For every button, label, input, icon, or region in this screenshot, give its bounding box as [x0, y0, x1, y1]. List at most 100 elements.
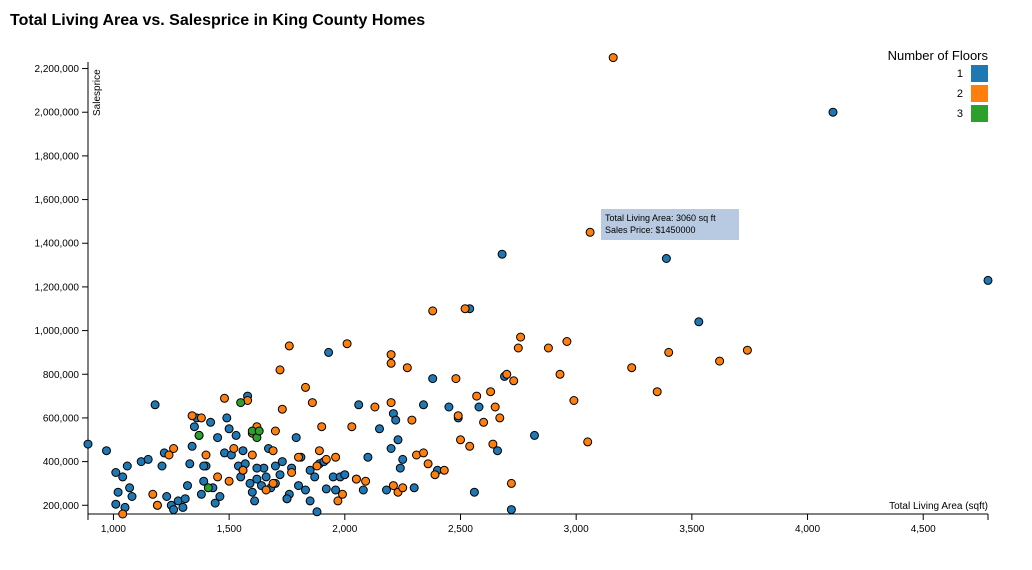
data-point-floors-2 — [118, 509, 128, 519]
data-point-floors-1 — [125, 483, 135, 493]
data-point-floors-1 — [187, 441, 197, 451]
data-point-floors-1 — [506, 505, 516, 515]
data-point-floors-2 — [506, 478, 516, 488]
data-point-floors-2 — [555, 369, 565, 379]
data-point-floors-2 — [220, 393, 229, 403]
data-point-floors-1 — [143, 454, 153, 464]
tooltip-line-2: Sales Price: $1450000 — [605, 225, 696, 235]
data-point-floors-1 — [661, 254, 671, 263]
data-point-floors-2 — [301, 382, 310, 392]
data-point-floors-1 — [294, 481, 303, 491]
data-point-floors-1 — [321, 484, 331, 494]
data-point-floors-1 — [199, 476, 209, 486]
x-tick-label: 4,500 — [911, 524, 936, 535]
x-axis: 1,000 1,500 2,000 2,500 3,000 3,500 4,000 4,500 — [87, 513, 989, 535]
data-point-floors-1 — [983, 275, 993, 285]
data-point-floors-2 — [472, 391, 482, 401]
legend-swatch-floors-1 — [971, 65, 988, 82]
x-tick-label: 1,500 — [217, 524, 242, 535]
data-point-floors-1 — [409, 483, 419, 493]
y-tick-label: 2,200,000 — [35, 64, 80, 75]
data-point-floors-1 — [222, 413, 232, 423]
data-point-floors-2 — [516, 332, 526, 342]
data-point-floors-2 — [652, 387, 662, 397]
data-point-floors-1 — [419, 400, 428, 410]
data-point-floors-3 — [194, 430, 204, 440]
data-point-floors-2 — [312, 461, 322, 471]
data-point-floors-2 — [488, 439, 498, 449]
data-point-floors-2 — [284, 341, 294, 351]
tooltip-box — [601, 209, 739, 240]
data-point-floors-2 — [407, 415, 417, 425]
data-point-floors-2 — [224, 476, 234, 486]
data-point-floors-3 — [254, 426, 264, 436]
data-point-floors-1 — [331, 485, 341, 495]
data-point-floors-1 — [252, 463, 262, 473]
data-point-floors-1 — [391, 415, 401, 425]
data-point-floors-1 — [162, 492, 172, 501]
data-point-floors-3 — [203, 483, 213, 493]
data-point-floors-1 — [224, 424, 234, 434]
y-tick-label: 2,000,000 — [35, 108, 80, 119]
data-point-floors-2 — [664, 347, 674, 357]
data-point-floors-1 — [127, 492, 137, 501]
y-tick-label: 800,000 — [43, 370, 80, 381]
data-point-floors-2 — [331, 452, 341, 462]
data-point-floors-2 — [428, 306, 438, 316]
y-tick-label: 1,200,000 — [35, 282, 80, 293]
data-point-floors-1 — [183, 481, 192, 491]
data-point-floors-1 — [111, 468, 121, 477]
x-tick-label: 3,500 — [679, 524, 704, 535]
data-point-floors-1 — [206, 417, 216, 427]
data-point-floors-1 — [398, 454, 408, 464]
data-point-floors-2 — [583, 437, 593, 447]
data-point-floors-2 — [261, 485, 271, 495]
data-point-floors-1 — [395, 463, 405, 473]
data-point-floors-1 — [275, 470, 285, 480]
data-point-floors-1 — [185, 459, 195, 469]
x-tick-label: 2,000 — [332, 524, 357, 535]
data-point-floors-2 — [509, 376, 519, 386]
legend-label-floors-3: 3 — [957, 108, 963, 120]
data-point-floors-2 — [321, 454, 331, 464]
data-point-floors-1 — [305, 496, 315, 506]
data-point-floors-2 — [495, 413, 505, 423]
data-point-floors-1 — [694, 317, 704, 327]
data-point-floors-2 — [338, 489, 347, 499]
y-axis-title: Salesprice — [92, 69, 103, 116]
chart-title: Total Living Area vs. Salesprice in King… — [10, 12, 426, 29]
data-point-floors-2 — [268, 446, 278, 456]
data-point-floors-2 — [333, 496, 343, 506]
data-point-floors-1 — [189, 422, 199, 432]
data-point-floors-1 — [178, 502, 188, 512]
data-point-floors-1 — [382, 485, 391, 495]
data-point-floors-1 — [310, 472, 320, 482]
data-point-floors-2 — [715, 356, 725, 366]
data-point-floors-1 — [122, 461, 132, 471]
data-point-floors-2 — [451, 374, 461, 384]
legend-label-floors-1: 1 — [957, 68, 963, 80]
data-point-floors-1 — [180, 494, 190, 504]
data-point-floors-1 — [196, 489, 206, 499]
data-point-floors-1 — [386, 444, 396, 453]
data-point-floors-2 — [456, 435, 465, 445]
points-layer — [83, 53, 993, 519]
data-point-floors-1 — [118, 472, 128, 482]
data-point-floors-1 — [497, 249, 507, 259]
data-point-floors-1 — [247, 487, 257, 497]
data-point-floors-2 — [562, 337, 572, 346]
data-point-floors-1 — [324, 347, 334, 357]
data-point-floors-1 — [363, 452, 373, 462]
data-point-floors-1 — [474, 402, 484, 412]
data-point-floors-2 — [419, 448, 428, 458]
data-point-floors-2 — [398, 483, 408, 493]
data-point-floors-2 — [351, 474, 361, 484]
tooltip: Total Living Area: 3060 sq ft Sales Pric… — [601, 209, 739, 240]
data-point-floors-2 — [238, 465, 248, 475]
data-point-floors-2 — [490, 402, 500, 412]
y-tick-label: 1,400,000 — [35, 239, 80, 250]
data-point-floors-1 — [169, 505, 179, 515]
data-point-floors-1 — [393, 435, 403, 445]
data-point-floors-2 — [361, 476, 371, 486]
data-point-floors-2 — [270, 426, 280, 436]
